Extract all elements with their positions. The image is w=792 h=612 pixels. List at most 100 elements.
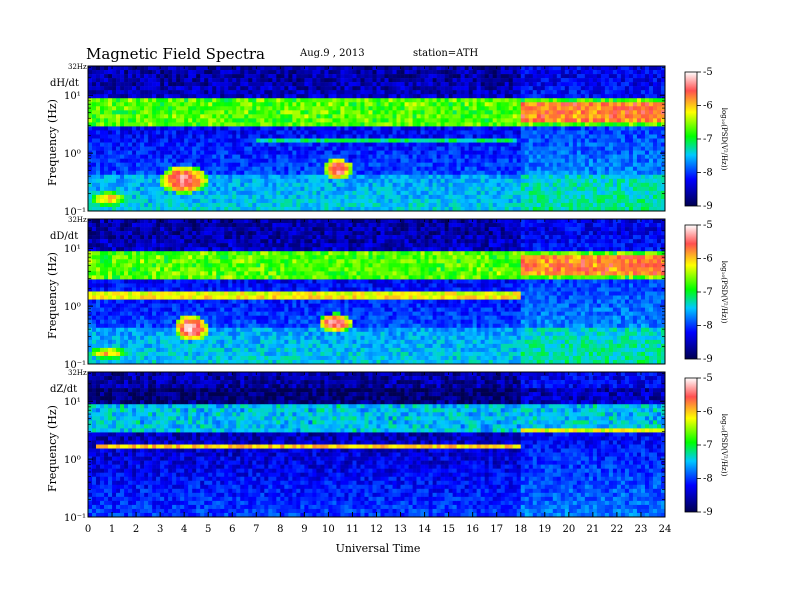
spectrogram-cell	[208, 178, 213, 184]
spectrogram-cell	[580, 118, 586, 123]
spectrogram-cell	[504, 74, 510, 79]
spectrogram-cell	[264, 118, 269, 123]
spectrogram-cell	[600, 70, 606, 75]
spectrogram-cell	[212, 138, 217, 143]
spectrogram-cell	[616, 170, 622, 176]
spectrogram-cell	[240, 138, 245, 143]
spectrogram-cell	[388, 186, 393, 192]
spectrogram-cell	[148, 198, 153, 204]
spectrogram-cell	[428, 178, 433, 184]
spectrogram-cell	[212, 174, 217, 180]
spectrogram-cell	[532, 158, 538, 163]
spectrogram-cell	[440, 134, 445, 139]
spectrogram-cell	[152, 138, 157, 143]
spectrogram-cell	[420, 118, 425, 123]
spectrogram-cell	[228, 86, 233, 91]
spectrogram-cell	[216, 90, 221, 95]
spectrogram-cell	[560, 110, 566, 115]
spectrogram-cell	[500, 194, 506, 200]
spectrogram-cell	[524, 118, 530, 123]
spectrogram-cell	[204, 126, 209, 131]
spectrogram-cell	[556, 170, 562, 176]
spectrogram-cell	[204, 98, 209, 103]
spectrogram-cell	[628, 118, 634, 123]
spectrogram-cell	[504, 206, 510, 212]
spectrogram-cell	[604, 94, 610, 99]
spectrogram-cell	[92, 182, 97, 188]
spectrogram-cell	[396, 90, 401, 95]
spectrogram-cell	[564, 150, 570, 155]
spectrogram-cell	[396, 86, 401, 91]
spectrogram-cell	[444, 86, 449, 91]
spectrogram-cell	[552, 182, 558, 188]
spectrogram-cell	[228, 98, 233, 103]
spectrogram-cell	[624, 70, 630, 75]
spectrogram-cell	[424, 190, 429, 196]
spectrogram-cell	[140, 138, 145, 143]
spectrogram-cell	[384, 166, 389, 172]
spectrogram-cell	[352, 154, 357, 159]
spectrogram-cell	[268, 206, 273, 212]
spectrogram-cell	[192, 130, 197, 135]
spectrogram-cell	[616, 90, 622, 95]
spectrogram-cell	[320, 114, 325, 119]
spectrogram-cell	[284, 134, 289, 139]
spectrogram-cell	[536, 90, 542, 95]
spectrogram-cell	[328, 198, 333, 204]
spectrogram-cell	[456, 198, 461, 204]
spectrogram-cell	[180, 142, 185, 147]
spectrogram-cell	[320, 90, 325, 95]
spectrogram-cell	[372, 138, 377, 143]
spectrogram-cell	[168, 74, 173, 79]
spectrogram-cell	[216, 106, 221, 111]
spectrogram-cell	[564, 90, 570, 95]
spectrogram-cell	[332, 130, 337, 135]
spectrogram-cell	[540, 122, 546, 127]
spectrogram-cell	[580, 130, 586, 135]
spectrogram-cell	[248, 86, 253, 91]
spectrogram-cell	[360, 142, 365, 147]
spectrogram-cell	[536, 134, 542, 139]
spectrogram-cell	[256, 86, 261, 91]
spectrogram-cell	[456, 190, 461, 196]
spectrogram-cell	[276, 130, 281, 135]
spectrogram-cell	[100, 206, 105, 212]
spectrogram-cell	[468, 114, 473, 119]
spectrogram-cell	[508, 150, 514, 155]
spectrogram-cell	[296, 138, 301, 143]
spectrogram-cell	[272, 74, 277, 79]
spectrogram-cell	[288, 86, 293, 91]
spectrogram-cell	[476, 126, 481, 131]
spectrogram-cell	[608, 174, 614, 180]
spectrogram-cell	[628, 150, 634, 155]
spectrogram-cell	[88, 118, 93, 123]
spectrogram-cell	[536, 118, 542, 123]
spectrogram-cell	[536, 178, 542, 184]
spectrogram-cell	[160, 74, 165, 79]
spectrogram-cell	[340, 122, 345, 127]
spectrogram-cell	[388, 170, 393, 176]
spectrogram-cell	[416, 162, 421, 167]
spectrogram-cell	[528, 170, 534, 176]
spectrogram-cell	[308, 70, 313, 75]
spectrogram-cell	[328, 122, 333, 127]
spectrogram-cell	[488, 174, 493, 180]
spectrogram-cell	[516, 106, 522, 111]
spectrogram-cell	[136, 70, 141, 75]
spectrogram-cell	[268, 82, 273, 87]
spectrogram-cell	[428, 130, 433, 135]
spectrogram-cell	[152, 150, 157, 155]
spectrogram-cell	[444, 74, 449, 79]
spectrogram-cell	[136, 190, 141, 196]
spectrogram-cell	[632, 206, 638, 212]
spectrogram-cell	[608, 94, 614, 99]
spectrogram-cell	[248, 106, 253, 111]
spectrogram-cell	[216, 122, 221, 127]
spectrogram-cell	[620, 186, 626, 192]
spectrogram-cell	[572, 178, 578, 184]
spectrogram-cell	[564, 94, 570, 99]
spectrogram-cell	[244, 70, 249, 75]
spectrogram-cell	[108, 130, 113, 135]
spectrogram-cell	[456, 154, 461, 159]
spectrogram-cell	[192, 82, 197, 87]
